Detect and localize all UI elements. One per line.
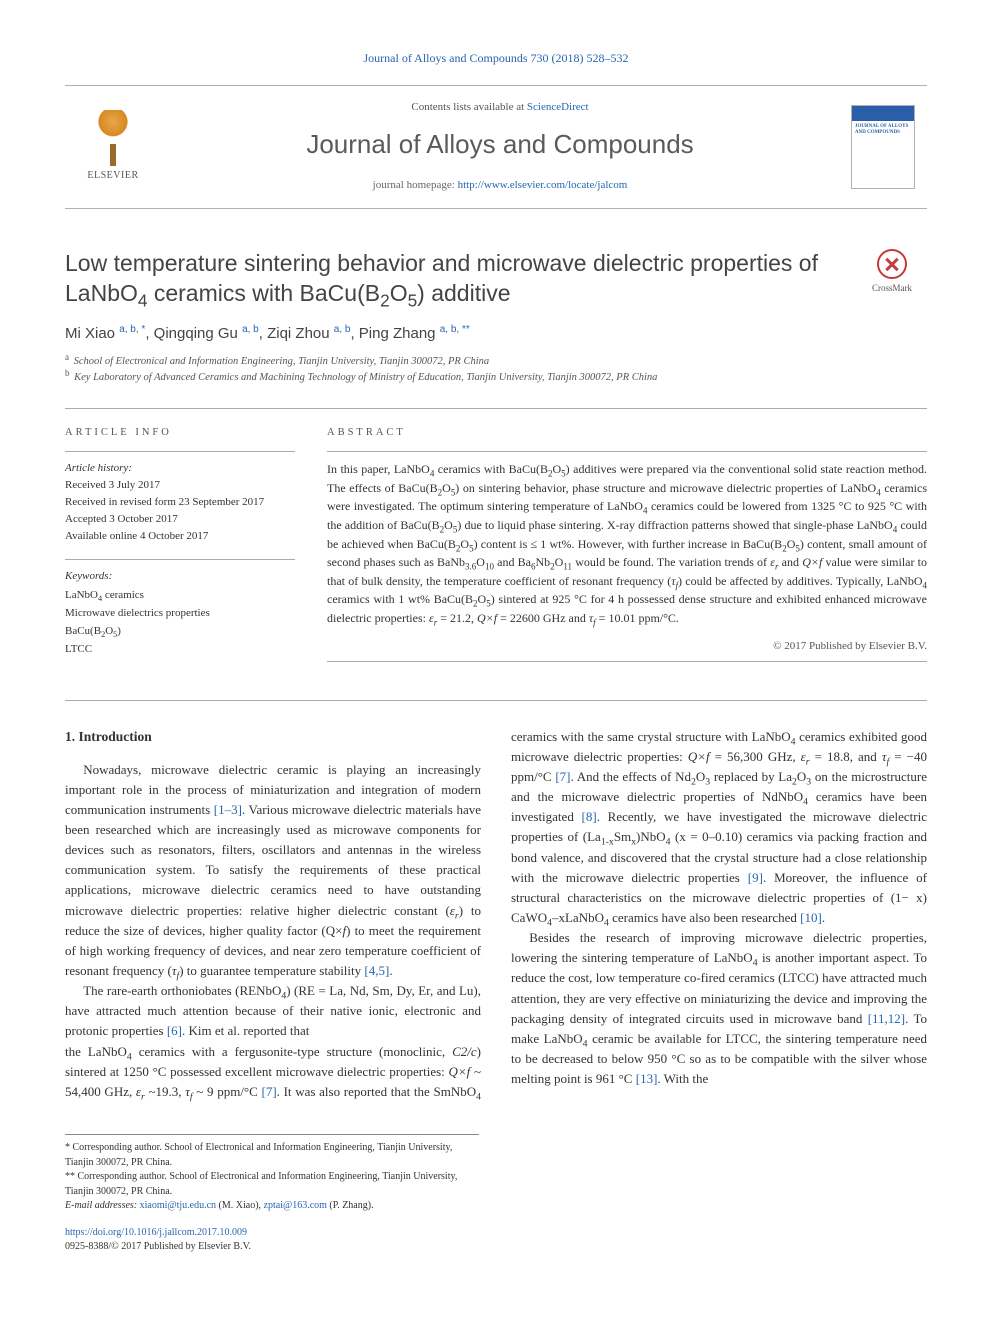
- email-link-2[interactable]: zptai@163.com: [264, 1200, 327, 1211]
- elsevier-tree-icon: [85, 110, 141, 166]
- contents-available-line: Contents lists available at ScienceDirec…: [169, 100, 831, 116]
- intro-paragraph-4: Besides the research of improving microw…: [511, 928, 927, 1089]
- keyword-2: Microwave dielectrics properties: [65, 605, 295, 622]
- crossmark-icon: [877, 249, 907, 279]
- keywords-label: Keywords:: [65, 568, 295, 585]
- homepage-prefix: journal homepage:: [373, 179, 458, 191]
- contents-prefix: Contents lists available at: [411, 101, 526, 113]
- article-title: Low temperature sintering behavior and m…: [65, 249, 837, 309]
- history-accepted: Accepted 3 October 2017: [65, 511, 295, 528]
- authors-line: Mi Xiao a, b, *, Qingqing Gu a, b, Ziqi …: [65, 323, 927, 345]
- header-citation: Journal of Alloys and Compounds 730 (201…: [65, 50, 927, 67]
- keyword-1: LaNbO4 ceramics: [65, 587, 295, 604]
- abstract-column: ABSTRACT In this paper, LaNbO4 ceramics …: [327, 425, 927, 672]
- corresponding-author-footnotes: * Corresponding author. School of Electr…: [65, 1134, 479, 1214]
- affiliation-b: b Key Laboratory of Advanced Ceramics an…: [65, 370, 927, 386]
- journal-title: Journal of Alloys and Compounds: [169, 126, 831, 164]
- journal-homepage-line: journal homepage: http://www.elsevier.co…: [169, 178, 831, 194]
- crossmark-label: CrossMark: [872, 283, 912, 293]
- abstract-text: In this paper, LaNbO4 ceramics with BaCu…: [327, 460, 927, 627]
- journal-homepage-link[interactable]: http://www.elsevier.com/locate/jalcom: [458, 179, 628, 191]
- crossmark-badge[interactable]: CrossMark: [857, 249, 927, 295]
- affiliation-a: a School of Electronical and Information…: [65, 354, 927, 370]
- abstract-heading: ABSTRACT: [327, 425, 927, 441]
- sciencedirect-link[interactable]: ScienceDirect: [527, 101, 589, 113]
- footnote-star: * Corresponding author. School of Electr…: [65, 1141, 479, 1170]
- journal-cover-thumbnail: JOURNAL OF ALLOYS AND COMPOUNDS: [851, 105, 915, 189]
- history-revised: Received in revised form 23 September 20…: [65, 494, 295, 511]
- emails-label: E-mail addresses:: [65, 1200, 137, 1211]
- intro-paragraph-2: The rare-earth orthoniobates (RENbO4) (R…: [65, 981, 481, 1041]
- article-info-heading: ARTICLE INFO: [65, 425, 295, 441]
- intro-paragraph-1: Nowadays, microwave dielectric ceramic i…: [65, 760, 481, 982]
- footnote-emails: E-mail addresses: xiaomi@tju.edu.cn (M. …: [65, 1199, 479, 1214]
- history-label: Article history:: [65, 460, 295, 477]
- publisher-logo: ELSEVIER: [77, 110, 149, 184]
- abstract-copyright: © 2017 Published by Elsevier B.V.: [327, 638, 927, 655]
- keyword-4: LTCC: [65, 641, 295, 658]
- masthead: ELSEVIER Contents lists available at Sci…: [65, 85, 927, 209]
- doi-link[interactable]: https://doi.org/10.1016/j.jallcom.2017.1…: [65, 1227, 247, 1238]
- cover-thumb-title: JOURNAL OF ALLOYS AND COMPOUNDS: [855, 124, 911, 135]
- keyword-3: BaCu(B2O5): [65, 623, 295, 640]
- issn-copyright-line: 0925-8388/© 2017 Published by Elsevier B…: [65, 1240, 927, 1255]
- section-1-heading: 1. Introduction: [65, 727, 481, 748]
- history-online: Available online 4 October 2017: [65, 528, 295, 545]
- body-two-column: 1. Introduction Nowadays, microwave diel…: [65, 727, 927, 1102]
- affiliations: a School of Electronical and Information…: [65, 354, 927, 386]
- doi-block: https://doi.org/10.1016/j.jallcom.2017.1…: [65, 1226, 927, 1255]
- history-received: Received 3 July 2017: [65, 477, 295, 494]
- publisher-name: ELSEVIER: [77, 169, 149, 184]
- article-info-column: ARTICLE INFO Article history: Received 3…: [65, 425, 295, 672]
- footnote-doublestar: ** Corresponding author. School of Elect…: [65, 1170, 479, 1199]
- email-link-1[interactable]: xiaomi@tju.edu.cn: [140, 1200, 216, 1211]
